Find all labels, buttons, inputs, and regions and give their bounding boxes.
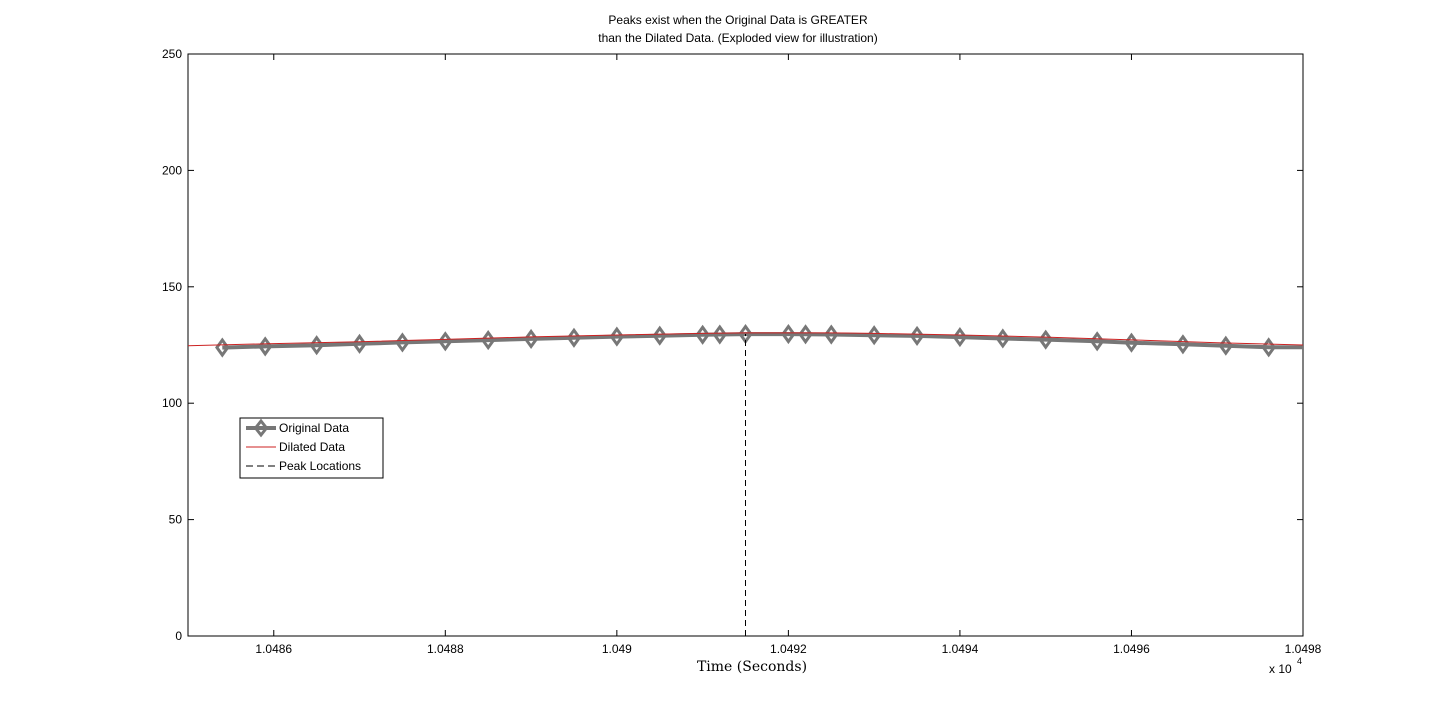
x-tick-label: 1.0494	[942, 642, 979, 656]
original-data-marker	[1261, 337, 1276, 358]
y-tick-label: 250	[162, 47, 182, 61]
chart-title-line-1: Peaks exist when the Original Data is GR…	[608, 13, 868, 27]
x-tick-label: 1.0492	[770, 642, 807, 656]
x-tick-label: 1.0496	[1113, 642, 1150, 656]
y-axis: 0 50 100 150 200 250	[162, 47, 1303, 643]
original-data-marker	[609, 326, 625, 347]
original-data-marker	[712, 324, 728, 345]
legend-original-label: Original Data	[279, 421, 349, 435]
y-tick-label: 100	[162, 396, 182, 410]
original-data-marker	[695, 324, 710, 345]
x-axis-exponent: x 10 4	[1269, 656, 1302, 676]
legend: Original Data Dilated Data Peak Locations	[239, 417, 384, 479]
x-exponent-power: 4	[1297, 656, 1302, 666]
legend-original-marker	[253, 418, 269, 438]
x-tick-label: 1.0486	[255, 642, 292, 656]
series-layer	[187, 323, 1304, 636]
original-data-marker	[438, 331, 453, 352]
original-data-marker	[652, 325, 667, 346]
original-data-marker	[798, 324, 813, 345]
original-data-marker	[909, 325, 925, 346]
x-exponent-base: x 10	[1269, 662, 1292, 676]
original-data-marker	[781, 323, 796, 345]
x-axis: 1.0486 1.0488 1.049 1.0492 1.0494 1.0496 1.049…	[255, 54, 1322, 656]
y-tick-label: 50	[169, 513, 183, 527]
chart-title-line-2: than the Dilated Data. (Exploded view fo…	[598, 31, 877, 45]
x-tick-label: 1.049	[602, 642, 632, 656]
legend-peak-label: Peak Locations	[279, 459, 361, 473]
series-original-line	[222, 332, 1303, 350]
x-tick-label: 1.0488	[427, 642, 464, 656]
original-data-marker	[395, 332, 410, 353]
original-data-marker	[566, 327, 582, 348]
y-tick-label: 200	[162, 163, 182, 177]
x-axis-label: Time (Seconds)	[697, 659, 807, 675]
original-data-marker	[866, 325, 882, 346]
chart-title: Peaks exist when the Original Data is GR…	[598, 13, 877, 45]
y-tick-label: 150	[162, 280, 182, 294]
legend-dilated-label: Dilated Data	[279, 440, 345, 454]
original-data-marker	[824, 324, 839, 345]
y-tick-label: 0	[175, 629, 182, 643]
series-dilated-line	[187, 332, 1304, 347]
x-tick-label: 1.0498	[1285, 642, 1322, 656]
